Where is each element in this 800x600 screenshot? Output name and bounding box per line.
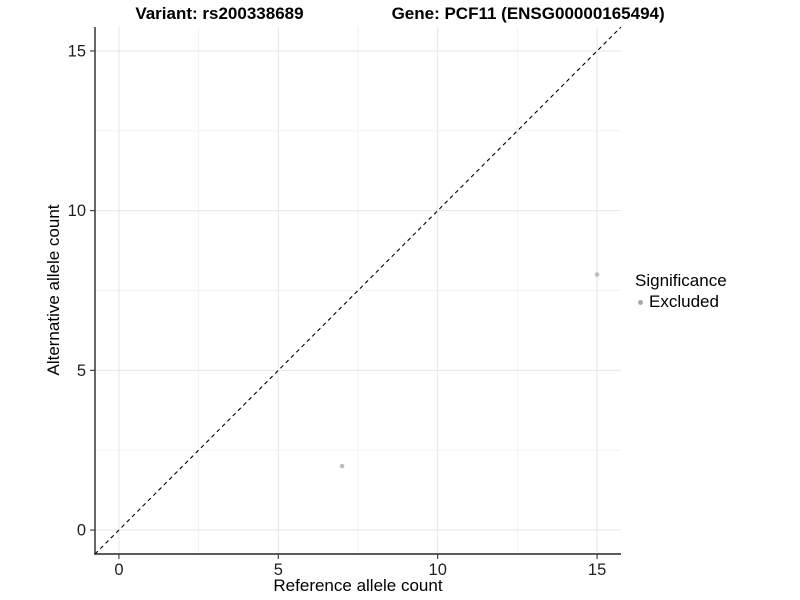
x-tick-label: 5 — [274, 561, 283, 579]
plot-title-variant: Variant: rs200338689 — [135, 4, 304, 23]
data-point — [594, 272, 600, 277]
legend-title: Significance — [635, 271, 727, 290]
x-tick-label: 10 — [429, 561, 447, 579]
x-axis-title: Reference allele count — [273, 576, 443, 595]
legend-item-label: Excluded — [649, 292, 719, 311]
legend-point-icon — [638, 299, 643, 305]
plot-title: Variant: rs200338689 Gene: PCF11 (ENSG00… — [0, 4, 800, 24]
data-point — [339, 463, 345, 469]
legend: Significance Excluded — [635, 271, 727, 312]
y-tick-label: 5 — [77, 362, 86, 380]
y-tick-label: 10 — [68, 202, 86, 220]
x-tick-label: 0 — [114, 561, 123, 579]
x-tick-label: 15 — [588, 561, 606, 579]
plot-title-gene: Gene: PCF11 (ENSG00000165494) — [391, 4, 665, 23]
legend-item-excluded: Excluded — [635, 292, 727, 312]
y-axis-title: Alternative allele count — [44, 204, 63, 376]
y-tick-label: 15 — [68, 42, 86, 60]
y-tick-label: 0 — [77, 522, 86, 540]
